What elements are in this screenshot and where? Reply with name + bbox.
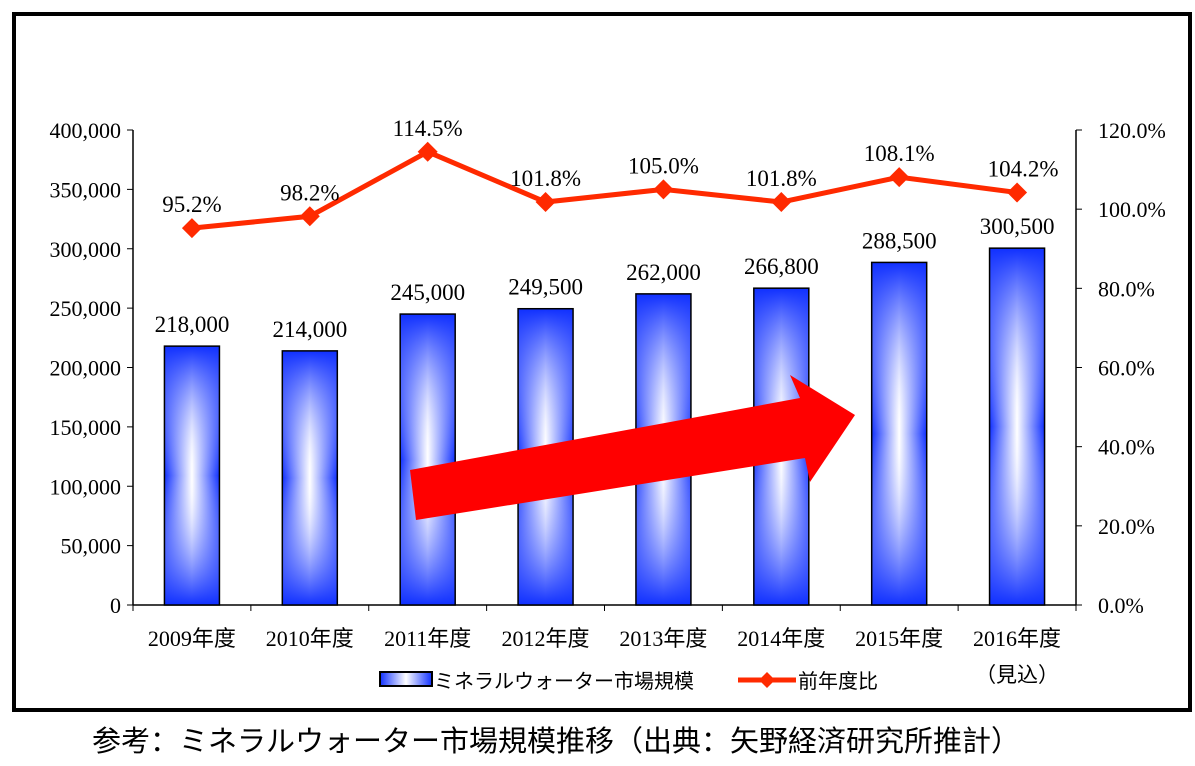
right-tick-label: 0.0% <box>1098 593 1144 618</box>
bar-overlay <box>988 247 1046 606</box>
bar-value-label: 288,500 <box>862 228 937 253</box>
ratio-point <box>535 192 556 213</box>
x-tick-label: 2009年度 <box>148 626 236 651</box>
bar-overlay <box>281 350 339 606</box>
bar-value-label: 214,000 <box>272 317 347 342</box>
ratio-value-label: 101.8% <box>510 166 581 191</box>
bar-value-label: 266,800 <box>744 254 819 279</box>
legend-line-label: 前年度比 <box>798 669 878 693</box>
bar-overlay <box>870 261 928 606</box>
ratio-point <box>653 179 674 200</box>
right-tick-label: 80.0% <box>1098 276 1155 301</box>
x-tick-label: 2010年度 <box>266 626 354 651</box>
x-tick-label: 2016年度 <box>973 626 1061 651</box>
bar-value-label: 218,000 <box>155 312 230 337</box>
left-tick-label: 400,000 <box>50 118 122 143</box>
right-tick-label: 120.0% <box>1098 118 1166 143</box>
right-tick-label: 60.0% <box>1098 356 1155 381</box>
ratio-line <box>191 148 1018 231</box>
bar-value-label: 262,000 <box>626 260 701 285</box>
x-tick-label: 2015年度 <box>855 626 943 651</box>
trend-arrow <box>410 375 855 520</box>
left-tick-label: 350,000 <box>50 177 122 202</box>
left-tick-label: 100,000 <box>50 474 122 499</box>
ratio-point <box>771 192 792 213</box>
bar-value-label: 300,500 <box>980 214 1055 239</box>
x-tick-sublabel: （見込） <box>975 663 1059 687</box>
right-tick-label: 20.0% <box>1098 514 1155 539</box>
ratio-value-label: 105.0% <box>628 153 699 178</box>
legend-bar-swatch <box>379 671 433 687</box>
ratio-point <box>889 167 910 188</box>
bar-overlay <box>399 313 456 606</box>
right-tick-label: 40.0% <box>1098 435 1155 460</box>
ratio-point <box>299 206 320 227</box>
left-tick-label: 300,000 <box>50 237 122 262</box>
left-tick-label: 50,000 <box>61 534 122 559</box>
ratio-value-label: 114.5% <box>393 116 463 141</box>
ratio-point <box>181 218 202 239</box>
chart-caption: 参考：ミネラルウォーター市場規模推移（出典：矢野経済研究所推計） <box>92 724 1021 758</box>
left-tick-label: 0 <box>110 593 121 618</box>
left-tick-label: 200,000 <box>50 356 122 381</box>
bar-value-label: 249,500 <box>508 275 583 300</box>
ratio-point <box>417 141 438 162</box>
x-tick-label: 2013年度 <box>619 626 707 651</box>
x-tick-label: 2014年度 <box>737 626 825 651</box>
ratio-point <box>1007 182 1028 203</box>
ratio-value-label: 95.2% <box>162 192 221 217</box>
x-tick-label: 2012年度 <box>502 626 590 651</box>
legend-bar-label: ミネラルウォーター市場規模 <box>434 669 694 693</box>
chart-frame <box>12 12 1192 712</box>
ratio-value-label: 101.8% <box>746 166 817 191</box>
ratio-value-label: 98.2% <box>280 180 339 205</box>
legend-line-marker <box>759 672 775 688</box>
right-tick-label: 100.0% <box>1098 197 1166 222</box>
left-tick-label: 250,000 <box>50 296 122 321</box>
bar-overlay <box>163 345 221 606</box>
bar-value-label: 245,000 <box>390 280 465 305</box>
ratio-value-label: 108.1% <box>864 141 935 166</box>
left-tick-label: 150,000 <box>50 415 122 440</box>
ratio-value-label: 104.2% <box>988 157 1059 182</box>
x-tick-label: 2011年度 <box>384 626 471 651</box>
